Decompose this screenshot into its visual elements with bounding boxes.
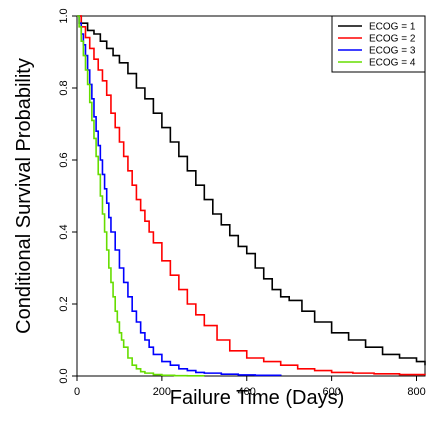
- y-tick-label: 0.0: [58, 368, 70, 383]
- x-tick-label: 0: [74, 386, 80, 398]
- y-tick-label: 0.4: [58, 224, 70, 239]
- y-tick-label: 0.6: [58, 152, 70, 167]
- x-axis-title: Failure Time (Days): [170, 387, 344, 409]
- x-axis: 0 200 400 600 800: [74, 376, 426, 398]
- y-tick-label: 0.8: [58, 80, 70, 95]
- legend-label: ECOG = 3: [369, 46, 416, 57]
- plot-frame: [76, 15, 426, 377]
- legend-label: ECOG = 1: [369, 22, 416, 33]
- legend-label: ECOG = 4: [369, 58, 416, 69]
- x-tick-label: 800: [407, 386, 425, 398]
- y-axis-title: Conditional Survival Probability: [13, 58, 35, 334]
- curves-layer: [77, 15, 426, 377]
- y-tick-label: 1.0: [58, 8, 70, 23]
- x-tick-label: 200: [153, 386, 171, 398]
- x-tick-label: 400: [238, 386, 256, 398]
- y-axis: 0.0 0.2 0.4 0.6 0.8 1.0: [58, 8, 77, 384]
- series-line-ecog-3: [77, 15, 282, 377]
- legend-label: ECOG = 2: [369, 34, 416, 45]
- series-line-ecog-2: [77, 15, 426, 376]
- y-tick-label: 0.2: [58, 296, 70, 311]
- series-line-ecog-1: [77, 15, 426, 366]
- x-tick-label: 600: [322, 386, 340, 398]
- series-line-ecog-4: [77, 15, 206, 377]
